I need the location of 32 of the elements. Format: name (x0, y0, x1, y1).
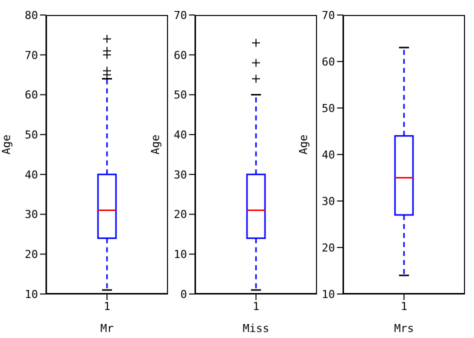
y-tick-label: 30 (174, 168, 187, 182)
y-tick-label: 70 (322, 8, 335, 22)
y-tick-label: 20 (322, 241, 335, 254)
y-tick-label: 40 (322, 148, 335, 162)
y-tick-label: 80 (24, 8, 38, 22)
y-tick-label: 10 (322, 288, 335, 301)
y-tick-label: 50 (24, 128, 38, 142)
y-tick-label: 10 (174, 248, 187, 262)
y-tick-label: 40 (174, 128, 187, 142)
y-tick-label: 20 (174, 208, 187, 222)
y-axis-title: Age (0, 134, 13, 154)
y-tick-label: 0 (180, 288, 187, 301)
x-axis-title: Mr (100, 322, 114, 335)
y-tick-label: 60 (174, 48, 187, 62)
y-tick-label: 60 (24, 88, 38, 102)
x-tick-label: 1 (104, 300, 110, 313)
x-axis-title: Mrs (394, 322, 414, 335)
y-tick-label: 30 (322, 194, 335, 208)
y-tick-label: 60 (322, 55, 335, 68)
y-tick-label: 50 (174, 88, 187, 102)
y-tick-label: 50 (322, 102, 335, 115)
y-tick-label: 70 (24, 48, 38, 62)
y-tick-label: 20 (24, 248, 38, 262)
y-tick-label: 30 (24, 208, 38, 222)
y-tick-label: 40 (24, 168, 38, 182)
x-tick-label: 1 (400, 300, 408, 313)
y-axis-title: Age (296, 134, 310, 154)
y-tick-label: 10 (24, 288, 38, 301)
x-tick-label: 1 (252, 300, 260, 313)
x-axis-title: Miss (242, 322, 270, 335)
y-axis-title: Age (148, 134, 162, 154)
y-tick-label: 70 (174, 8, 187, 22)
